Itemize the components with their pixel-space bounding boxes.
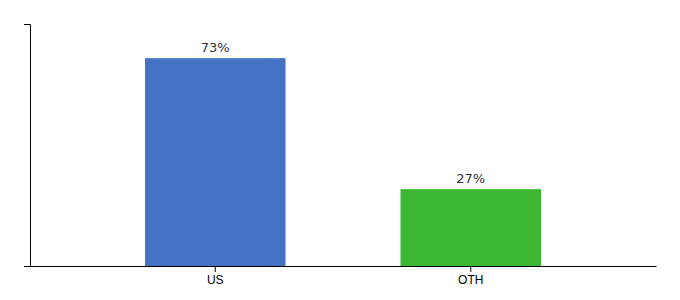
x-tick: US	[207, 266, 224, 287]
bar	[145, 58, 286, 266]
chart: US OTH 73% 27%	[0, 0, 680, 300]
data-label: 73%	[201, 40, 230, 55]
x-tick-label: US	[207, 273, 224, 287]
x-tick-mark	[470, 266, 471, 272]
x-axis: US OTH	[31, 266, 657, 287]
x-tick: OTH	[458, 266, 483, 287]
data-label: 27%	[456, 171, 485, 186]
bars	[145, 58, 541, 266]
data-labels: 73% 27%	[201, 40, 485, 186]
bar	[400, 189, 541, 266]
x-tick-mark	[215, 266, 216, 272]
y-axis-line	[24, 25, 31, 267]
x-tick-label: OTH	[458, 273, 483, 287]
plot: US OTH 73% 27%	[24, 25, 657, 287]
x-axis-line	[31, 266, 657, 267]
y-axis	[24, 25, 31, 267]
